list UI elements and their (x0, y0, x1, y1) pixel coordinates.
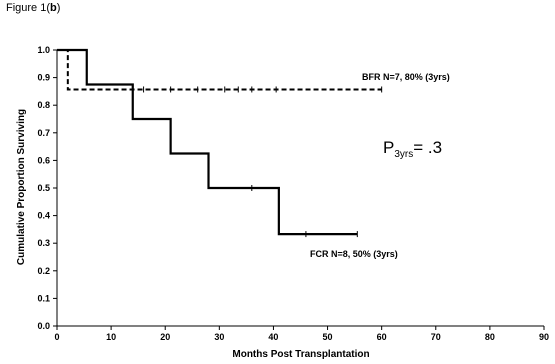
y-tick-label: 0.7 (37, 128, 50, 138)
x-ticks: 0 10 20 30 40 50 60 70 80 90 (54, 326, 549, 342)
x-tick-label: 0 (54, 332, 59, 342)
figure-label: Figure 1(b) (6, 2, 60, 14)
p-value-rest: = .3 (413, 138, 442, 157)
y-tick-label: 0.3 (37, 238, 50, 248)
fcr-annotation: FCR N=8, 50% (3yrs) (310, 249, 398, 259)
figure-label-bold: b (50, 2, 57, 14)
bfr-annotation: BFR N=7, 80% (3yrs) (362, 72, 450, 82)
y-tick-label: 0.9 (37, 73, 50, 83)
y-tick-label: 0.1 (37, 293, 50, 303)
p-value-main: P (383, 138, 394, 157)
fcr-series-line (57, 48, 358, 236)
x-tick-label: 90 (539, 332, 549, 342)
series-group (57, 48, 383, 238)
x-tick-label: 70 (431, 332, 441, 342)
y-tick-label: 0.0 (37, 321, 50, 331)
x-tick-label: 80 (485, 332, 495, 342)
x-tick-label: 50 (323, 332, 333, 342)
y-tick-label: 0.6 (37, 155, 50, 165)
x-tick-label: 40 (268, 332, 278, 342)
y-tick-label: 0.2 (37, 266, 50, 276)
y-tick-label: 1.0 (37, 45, 50, 55)
x-axis-label: Months Post Transplantation (232, 349, 369, 360)
y-tick-label: 0.8 (37, 100, 50, 110)
x-tick-label: 60 (377, 332, 387, 342)
figure-label-suffix: ) (56, 2, 61, 14)
y-axis-label: Cumulative Proportion Surviving (16, 109, 27, 265)
y-ticks: 0.0 0.1 0.2 0.3 0.4 0.5 0.6 0.7 0.8 0.9 1.0 (37, 45, 57, 331)
y-tick-label: 0.4 (37, 211, 50, 221)
p-value-sub: 3yrs (394, 149, 413, 160)
p-value-annotation: P3yrs= .3 (383, 138, 442, 160)
figure-label-prefix: Figure 1( (6, 2, 51, 14)
x-tick-label: 20 (160, 332, 170, 342)
x-tick-label: 10 (106, 332, 116, 342)
y-tick-label: 0.5 (37, 183, 50, 193)
axes (56, 50, 544, 327)
x-tick-label: 30 (214, 332, 224, 342)
